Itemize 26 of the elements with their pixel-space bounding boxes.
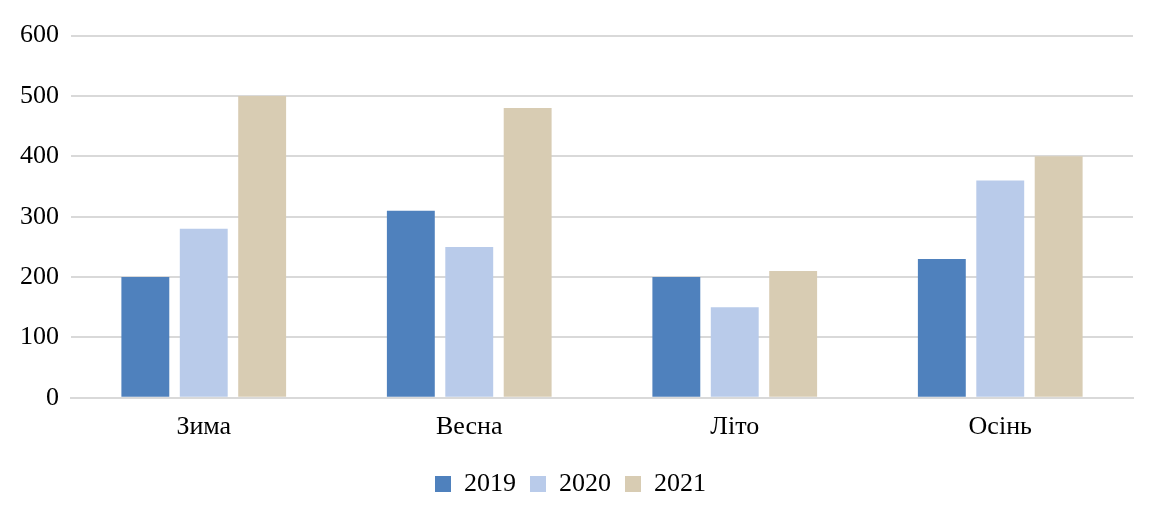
legend-label: 2021 — [654, 467, 706, 497]
x-tick-label: Осінь — [968, 411, 1033, 441]
legend-label: 2019 — [464, 467, 516, 497]
bar — [1034, 156, 1083, 397]
bar — [238, 95, 287, 397]
bar — [121, 277, 170, 397]
bar — [976, 180, 1025, 397]
y-tick-label: 0 — [46, 381, 59, 411]
bar — [917, 258, 966, 397]
bar — [710, 307, 759, 397]
y-tick-label: 300 — [20, 200, 59, 230]
bar — [769, 271, 818, 397]
y-tick-label: 100 — [20, 321, 59, 351]
bar — [503, 108, 552, 397]
x-tick-label: Весна — [435, 411, 503, 441]
y-tick-label: 200 — [20, 260, 59, 290]
bar — [386, 210, 435, 397]
legend-label: 2020 — [559, 467, 611, 497]
bar — [652, 277, 701, 397]
x-tick-label: Зима — [176, 411, 232, 441]
bar — [179, 228, 228, 397]
y-tick-label: 600 — [20, 19, 59, 49]
x-tick-label: Літо — [710, 411, 760, 441]
bar — [445, 246, 494, 397]
y-tick-label: 500 — [20, 79, 59, 109]
y-tick-label: 400 — [20, 140, 59, 170]
